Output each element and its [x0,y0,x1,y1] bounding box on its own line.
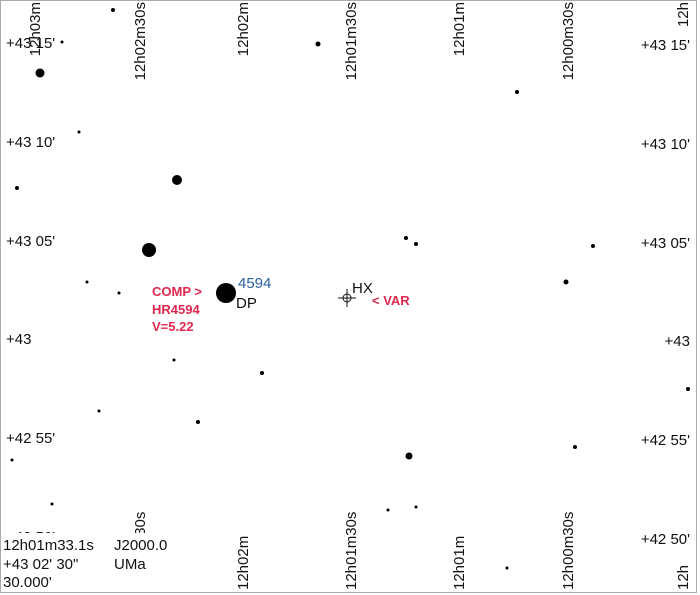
star [414,505,418,509]
var-marker [338,289,356,307]
stars [10,8,690,570]
info-background [1,533,181,592]
info-field: 30.000' [3,574,52,591]
ra-label: 12h01m30s [343,512,360,590]
star [505,566,509,570]
star [35,68,45,78]
star [10,458,14,462]
ra-label: 12h01m [451,2,468,56]
dec-label: +43 [6,331,31,348]
dec-label: +42 50' [641,531,690,548]
comp-label: COMP > [152,284,202,299]
star [172,358,176,362]
dec-label: +43 [665,333,690,350]
star [414,242,418,246]
comp-label: HR4594 [152,302,200,317]
info-epoch: J2000.0 [114,537,167,554]
star [60,40,64,44]
star-number: 4594 [238,275,271,292]
star [117,291,121,295]
ra-label: 12h [675,2,692,27]
star [85,280,89,284]
star [386,508,390,512]
grid-labels: 12h03m 12h02m30s 12h02m 12h01m30s 12h01m 12h0… [6,2,692,590]
var-name: HX [352,280,373,297]
dec-label: +43 10' [6,134,55,151]
star [591,244,595,248]
star [573,445,577,449]
star [111,8,115,12]
ra-label: 12h [675,565,692,590]
ra-label: 12h02m [235,2,252,56]
info-dec: +43 02' 30" [3,556,78,573]
var-label: < VAR [372,293,410,308]
dec-label: +42 55' [6,430,55,447]
dec-label: +43 15' [6,35,55,52]
star [686,387,690,391]
star [97,409,101,413]
dec-label: +43 05' [6,233,55,250]
star [77,130,81,134]
star [405,452,413,460]
ra-label: 12h00m30s [560,2,577,80]
ra-label: 12h02m [235,536,252,590]
ra-label: 12h02m30s [132,2,149,80]
star [260,371,264,375]
dec-label: +43 05' [641,235,690,252]
star [515,90,519,94]
star [315,41,321,47]
dec-label: +43 10' [641,136,690,153]
info-ra: 12h01m33.1s [3,537,94,554]
star [50,502,54,506]
ra-label: 12h01m [451,536,468,590]
star [142,243,156,257]
star [563,279,569,285]
ra-label: 12h03m [27,2,44,56]
info-constellation: UMa [114,556,146,573]
star [15,186,19,190]
comp-label: V=5.22 [152,319,194,334]
ra-label: 12h00m30s [560,512,577,590]
ra-label: 12h01m30s [343,2,360,80]
dec-label: +42 55' [641,432,690,449]
star [216,283,236,303]
star-name: DP [236,295,257,312]
dec-label: +43 15' [641,37,690,54]
star [172,175,182,185]
star [404,236,408,240]
star [196,420,200,424]
